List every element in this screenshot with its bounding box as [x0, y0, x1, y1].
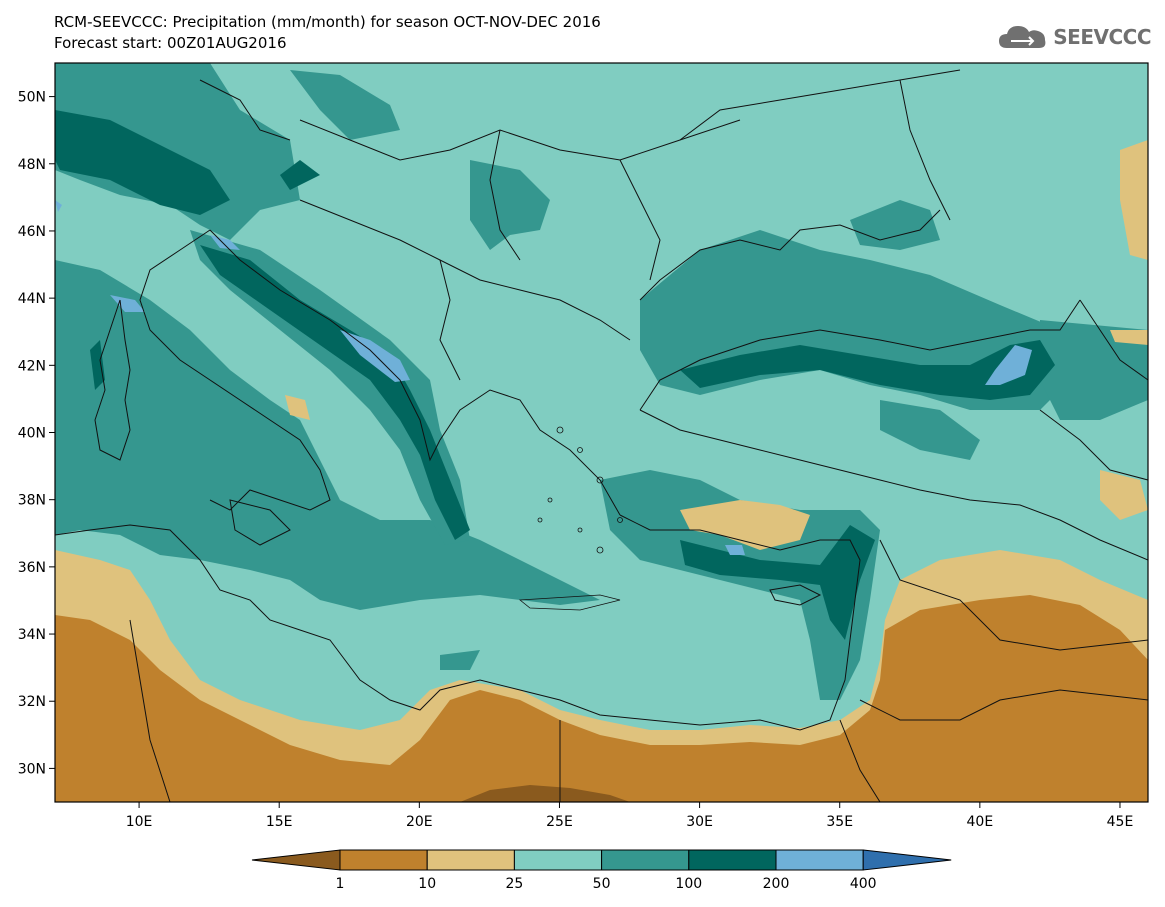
lat-tick-label: 50N	[18, 90, 46, 106]
lon-tick-label: 30E	[686, 814, 713, 830]
colorbar-label: 200	[763, 876, 790, 892]
colorbar-swatch	[775, 849, 864, 871]
longitude-axis: 10E 15E 20E 25E 30E 35E 40E 45E	[126, 802, 1134, 830]
precip-very-wet-zones	[55, 110, 1055, 640]
colorbar-label: 1	[336, 876, 345, 892]
country-borders	[55, 69, 1148, 802]
colorbar-underflow-triangle	[251, 849, 341, 871]
colorbar-swatch	[601, 849, 690, 871]
lon-tick-label: 15E	[266, 814, 293, 830]
lon-tick-label: 35E	[826, 814, 853, 830]
colorbar: 1 10 25 50 100 200 400	[251, 849, 952, 892]
lat-tick-label: 40N	[18, 426, 46, 442]
colorbar-swatch	[339, 849, 428, 871]
colorbar-label: 10	[418, 876, 436, 892]
lat-tick-label: 48N	[18, 157, 46, 173]
forecast-start-label: Forecast start: 00Z01AUG2016	[54, 34, 287, 52]
lat-tick-label: 30N	[18, 761, 46, 777]
colorbar-label: 25	[505, 876, 523, 892]
lat-tick-label: 32N	[18, 694, 46, 710]
lat-tick-label: 38N	[18, 493, 46, 509]
colorbar-swatch	[513, 849, 603, 871]
cloud-icon	[999, 26, 1046, 48]
latitude-axis: 50N 48N 46N 44N 42N 40N 38N 36N 34N 32N 30N	[18, 90, 55, 777]
precip-extreme-zones	[55, 200, 1032, 555]
lon-tick-label: 40E	[967, 814, 994, 830]
figure-title: RCM-SEEVCCC: Precipitation (mm/month) fo…	[54, 13, 601, 31]
aegean-islands	[518, 426, 623, 611]
colorbar-label: 400	[850, 876, 877, 892]
colorbar-label: 100	[675, 876, 702, 892]
precip-dry-zones	[55, 595, 1148, 802]
colorbar-swatch	[426, 849, 515, 871]
colorbar-swatch	[688, 849, 777, 871]
colorbar-label: 50	[593, 876, 611, 892]
logo-text: SEEVCCC	[1053, 25, 1151, 49]
lon-tick-label: 25E	[546, 814, 573, 830]
lat-tick-label: 36N	[18, 560, 46, 576]
precip-very-dry-zone	[460, 785, 630, 802]
lat-tick-label: 34N	[18, 627, 46, 643]
seevccc-logo: SEEVCCC	[997, 22, 1151, 52]
colorbar-overflow-triangle	[862, 849, 952, 871]
lat-tick-label: 46N	[18, 224, 46, 240]
lon-tick-label: 10E	[126, 814, 153, 830]
lon-tick-label: 20E	[406, 814, 433, 830]
lat-tick-label: 42N	[18, 358, 46, 374]
map-area	[55, 63, 1148, 802]
lat-tick-label: 44N	[18, 291, 46, 307]
lon-tick-label: 45E	[1107, 814, 1134, 830]
